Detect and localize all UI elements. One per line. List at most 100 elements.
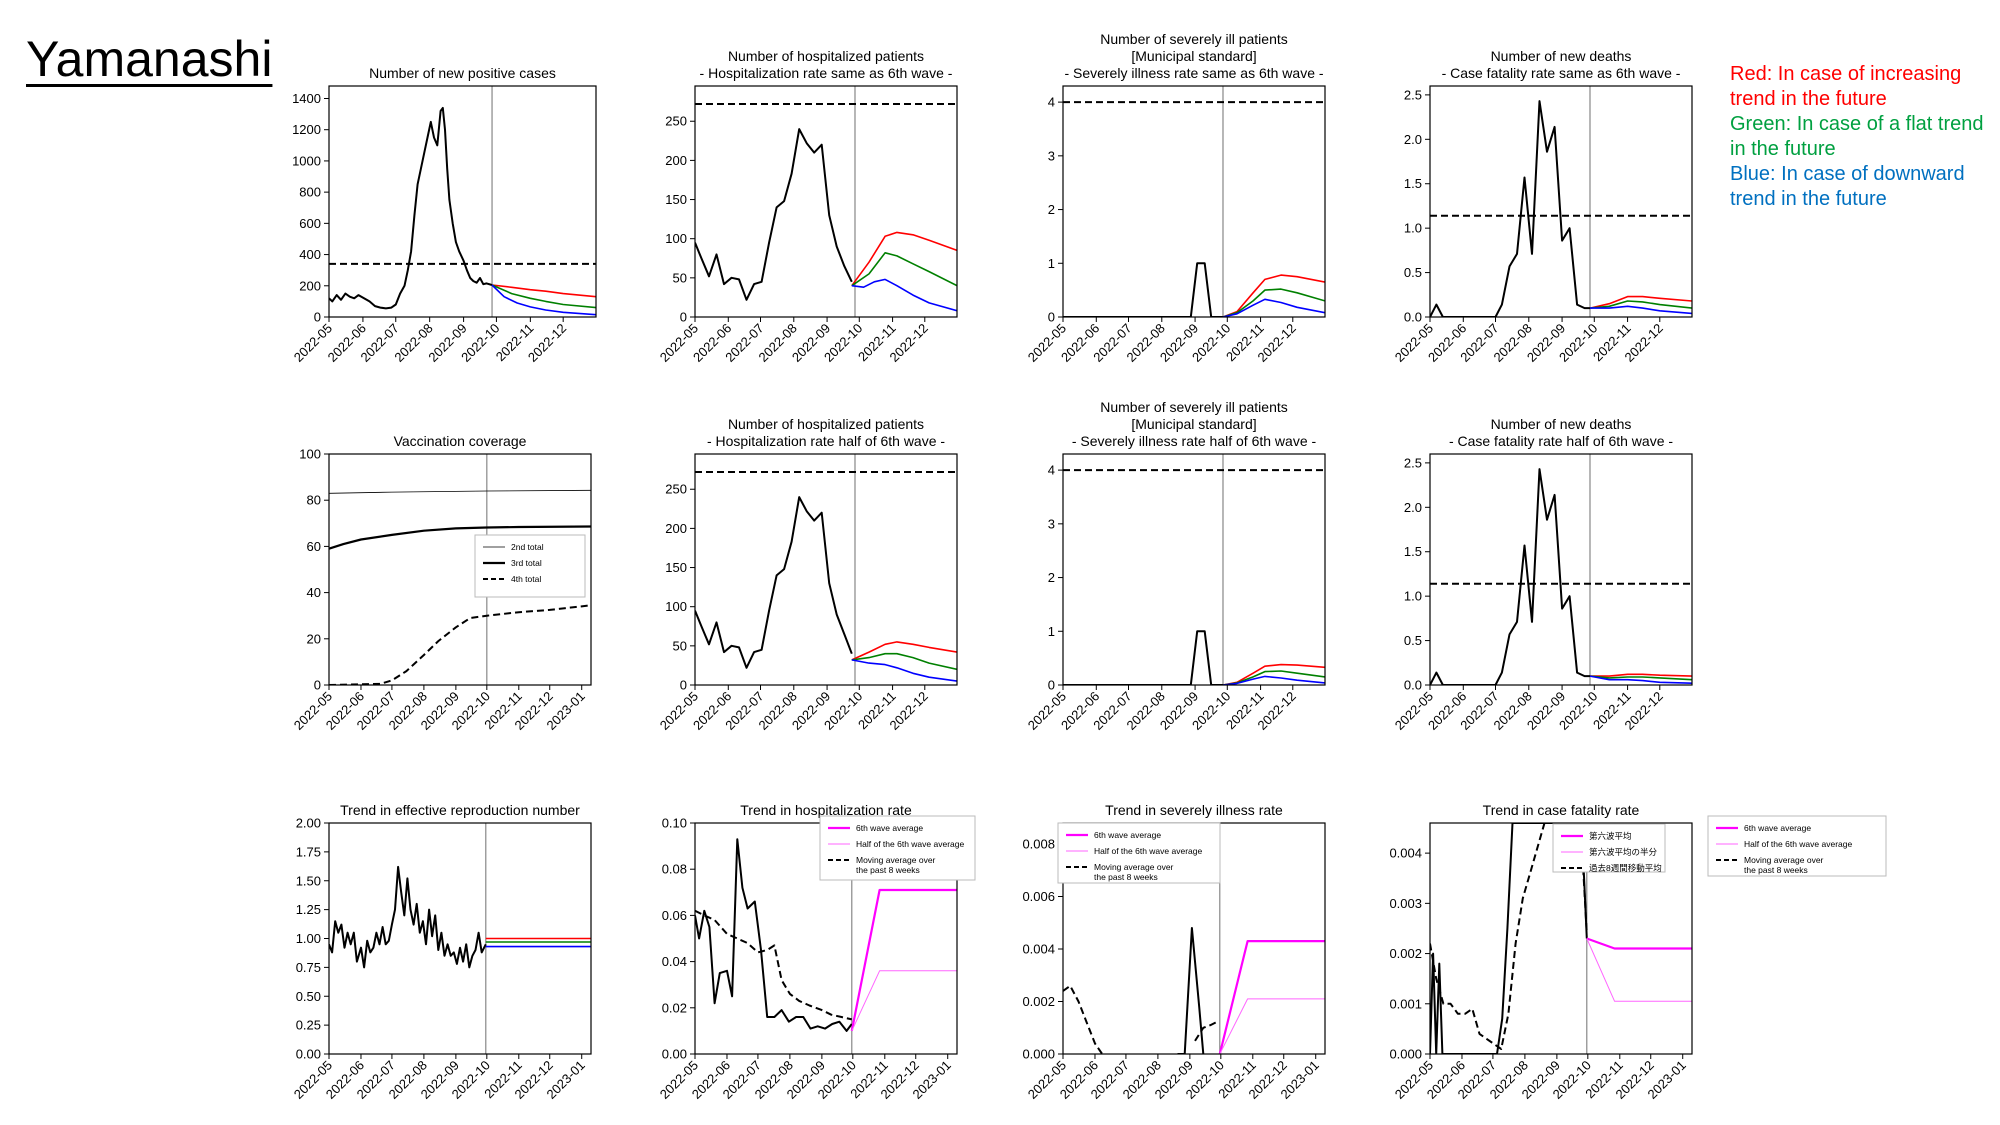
- y-tick-label: 0.5: [1404, 265, 1422, 280]
- y-tick-label: 1.25: [296, 902, 321, 917]
- y-tick-label: 1.0: [1404, 589, 1422, 604]
- y-tick-label: 0.003: [1389, 896, 1422, 911]
- series-increase: [1222, 274, 1325, 317]
- legend-frame: [1707, 815, 1887, 877]
- series-observed: [695, 838, 853, 1032]
- plot-frame: [694, 85, 958, 318]
- y-tick-label: 1.5: [1404, 176, 1422, 191]
- y-tick-label: 100: [665, 599, 687, 614]
- y-tick-label: 0.02: [662, 1000, 687, 1015]
- series-increase: [851, 231, 957, 287]
- chart-title: Trend in case fatality rate: [1483, 802, 1640, 818]
- y-tick-label: 4: [1048, 95, 1055, 110]
- series-decrease: [1590, 305, 1692, 315]
- legend-frame: [819, 815, 976, 881]
- chart-title: Number of hospitalized patients: [728, 48, 924, 64]
- legend-frame: [474, 534, 586, 598]
- y-tick-label: 1400: [292, 91, 321, 106]
- y-tick-label: 2.0: [1404, 132, 1422, 147]
- series-dashed: [695, 909, 853, 1021]
- series-observed: [1430, 100, 1590, 317]
- series-observed: [1430, 468, 1590, 685]
- series-decrease: [1222, 298, 1325, 317]
- chart-title: - Hospitalization rate half of 6th wave …: [707, 433, 945, 449]
- legend-label: the past 8 weeks: [856, 865, 920, 875]
- chart-new-cases: Number of new positive cases 0 200 400 600 80…: [291, 65, 597, 365]
- chart-severe-same: Number of severely ill patients[Municipa…: [1025, 31, 1326, 365]
- y-tick-label: 0.006: [1022, 889, 1055, 904]
- y-tick-label: 0.00: [662, 1047, 687, 1062]
- series-decrease: [851, 659, 957, 682]
- y-tick-label: 0.10: [662, 816, 687, 831]
- series-magenta: [1586, 937, 1692, 950]
- series-observed: [1063, 262, 1223, 317]
- series-increase: [851, 641, 957, 661]
- y-tick-label: 200: [299, 278, 321, 293]
- y-tick-label: 2.5: [1404, 87, 1422, 102]
- y-tick-label: 0.000: [1022, 1047, 1055, 1062]
- chart-legend: 6th wave average Half of the 6th wave ave…: [1707, 815, 1887, 877]
- chart-title: [Municipal standard]: [1131, 416, 1256, 432]
- legend-label: the past 8 weeks: [1094, 872, 1158, 882]
- y-tick-label: 0.002: [1022, 994, 1055, 1009]
- y-tick-label: 1: [1048, 256, 1055, 271]
- series-increase: [1590, 673, 1692, 677]
- y-tick-label: 2: [1048, 570, 1055, 585]
- y-tick-label: 200: [665, 521, 687, 536]
- legend-label: 6th wave average: [1094, 830, 1161, 840]
- y-tick-label: 0: [314, 678, 321, 693]
- y-tick-label: 1000: [292, 153, 321, 168]
- y-tick-label: 400: [299, 247, 321, 262]
- series-4th total: [329, 604, 591, 685]
- y-tick-label: 0.5: [1404, 633, 1422, 648]
- chart-title: Trend in effective reproduction number: [340, 802, 580, 818]
- series-observed: [329, 106, 493, 310]
- legend-label: 6th wave average: [856, 823, 923, 833]
- y-tick-label: 0.002: [1389, 946, 1422, 961]
- y-tick-label: 1.0: [1404, 221, 1422, 236]
- chart-title: Number of hospitalized patients: [728, 416, 924, 432]
- series-increase: [491, 284, 596, 298]
- y-tick-label: 600: [299, 216, 321, 231]
- plot-frame: [328, 85, 597, 318]
- series-decrease: [851, 278, 957, 312]
- chart-title: - Severely illness rate same as 6th wave…: [1064, 65, 1323, 81]
- page-title: Yamanashi: [26, 31, 273, 87]
- legend-label: 第六波平均の半分: [1589, 847, 1658, 857]
- series-increase: [1589, 295, 1692, 309]
- y-tick-label: 20: [307, 631, 321, 646]
- series-decrease: [1222, 675, 1325, 685]
- chart-title: Trend in severely illness rate: [1105, 802, 1283, 818]
- scenario-legend-flat: Green: In case of a flat trend in the fu…: [1730, 113, 1984, 160]
- y-tick-label: 0: [680, 310, 687, 325]
- y-tick-label: 100: [665, 231, 687, 246]
- y-tick-label: 0.25: [296, 1018, 321, 1033]
- series-observed: [1063, 630, 1223, 685]
- chart-title: - Severely illness rate half of 6th wave…: [1072, 433, 1317, 449]
- chart-title: - Hospitalization rate same as 6th wave …: [700, 65, 953, 81]
- series-dashed: [1430, 823, 1588, 1050]
- chart-title: Number of severely ill patients: [1100, 399, 1288, 415]
- y-tick-label: 0.000: [1389, 1047, 1422, 1062]
- y-tick-label: 250: [665, 114, 687, 129]
- legend-label: 2nd total: [511, 542, 544, 552]
- chart-legend: 6th wave average Half of the 6th wave ave…: [819, 815, 976, 881]
- y-tick-label: 80: [307, 493, 321, 508]
- legend-label: 3rd total: [511, 558, 542, 568]
- y-tick-label: 0: [314, 310, 321, 325]
- chart-rt-trend: Trend in effective reproduction number 0.…: [291, 802, 592, 1102]
- y-tick-label: 60: [307, 539, 321, 554]
- y-tick-label: 50: [673, 270, 687, 285]
- series-magenta-thin: [1586, 938, 1692, 1002]
- chart-title: Vaccination coverage: [394, 433, 527, 449]
- legend-label: Half of the 6th wave average: [856, 839, 964, 849]
- legend-label: 6th wave average: [1744, 823, 1811, 833]
- series-magenta: [1218, 939, 1325, 1054]
- y-tick-label: 0.06: [662, 908, 687, 923]
- y-tick-label: 1.00: [296, 931, 321, 946]
- plot-frame: [694, 453, 958, 686]
- series-observed: [695, 496, 853, 669]
- legend-label: Moving average over: [1094, 862, 1174, 872]
- series-observed: [329, 865, 487, 969]
